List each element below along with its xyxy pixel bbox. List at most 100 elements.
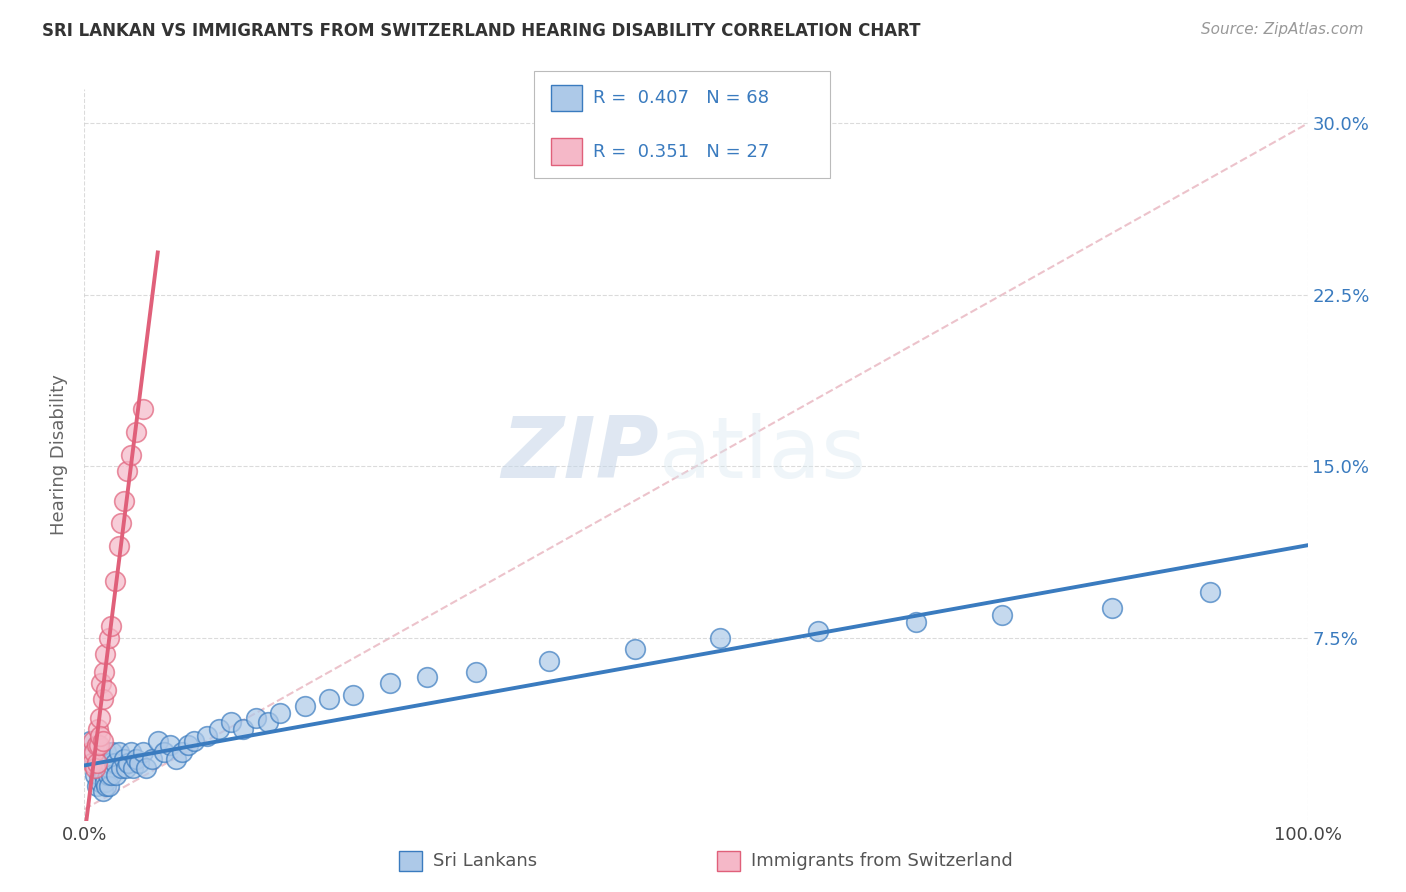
Point — [93, 768, 115, 782]
Point — [96, 683, 118, 698]
Point — [86, 756, 108, 771]
Point — [79, 733, 101, 747]
Point — [624, 642, 647, 657]
Text: Immigrants from Switzerland: Immigrants from Switzerland — [751, 852, 1012, 870]
Point — [112, 493, 135, 508]
Text: SRI LANKAN VS IMMIGRANTS FROM SWITZERLAND HEARING DISABILITY CORRELATION CHART: SRI LANKAN VS IMMIGRANTS FROM SWITZERLAN… — [42, 22, 921, 40]
Point — [195, 729, 218, 743]
Point — [86, 738, 108, 752]
Point — [104, 756, 127, 771]
Point — [132, 402, 155, 417]
Point — [1198, 585, 1220, 599]
Text: Source: ZipAtlas.com: Source: ZipAtlas.com — [1201, 22, 1364, 37]
Point — [128, 756, 150, 771]
Text: R =  0.407   N = 68: R = 0.407 N = 68 — [593, 89, 769, 107]
Point — [89, 774, 111, 789]
Point — [84, 761, 107, 775]
Point — [94, 756, 117, 771]
Point — [97, 631, 120, 645]
Point — [807, 624, 830, 638]
Point — [1101, 601, 1123, 615]
Point — [112, 752, 135, 766]
Point — [91, 784, 114, 798]
Point — [165, 752, 187, 766]
Point — [120, 448, 142, 462]
Text: R =  0.351   N = 27: R = 0.351 N = 27 — [593, 143, 769, 161]
Point — [100, 768, 122, 782]
Point — [94, 647, 117, 661]
Point — [991, 607, 1014, 622]
Point — [97, 761, 120, 775]
Point — [177, 738, 200, 752]
Text: Sri Lankans: Sri Lankans — [433, 852, 537, 870]
Point — [84, 768, 107, 782]
Point — [91, 733, 114, 747]
Point — [146, 733, 169, 747]
Point — [257, 715, 280, 730]
Point — [89, 745, 111, 759]
Point — [245, 711, 267, 725]
Point — [104, 574, 127, 588]
Point — [80, 756, 103, 771]
Point — [96, 780, 118, 794]
Point — [97, 780, 120, 794]
Text: atlas: atlas — [659, 413, 868, 497]
Point — [141, 752, 163, 766]
Point — [125, 752, 148, 766]
Point — [86, 780, 108, 794]
Point — [115, 464, 138, 478]
Point — [232, 723, 254, 737]
Point — [97, 768, 120, 782]
Point — [122, 761, 145, 775]
Point — [269, 706, 291, 721]
Point — [159, 738, 181, 752]
Point — [91, 692, 114, 706]
Point — [101, 745, 124, 759]
Point — [98, 756, 121, 771]
Point — [380, 676, 402, 690]
Point — [87, 752, 110, 766]
Point — [82, 733, 104, 747]
Point — [93, 665, 115, 679]
Point — [86, 738, 108, 752]
Point — [219, 715, 242, 730]
Point — [94, 774, 117, 789]
Point — [538, 654, 561, 668]
Point — [89, 729, 111, 743]
Point — [905, 615, 928, 629]
Point — [416, 670, 439, 684]
Point — [342, 688, 364, 702]
Point — [110, 516, 132, 531]
Point — [79, 745, 101, 759]
Point — [91, 761, 114, 775]
Point — [83, 756, 105, 771]
Point — [105, 768, 128, 782]
Point — [318, 692, 340, 706]
Point — [172, 745, 194, 759]
Point — [294, 699, 316, 714]
Point — [90, 676, 112, 690]
Point — [89, 711, 111, 725]
Point — [87, 723, 110, 737]
Point — [93, 752, 115, 766]
Point — [96, 745, 118, 759]
Point — [208, 723, 231, 737]
Point — [110, 761, 132, 775]
Point — [153, 745, 176, 759]
Point — [87, 738, 110, 752]
Point — [100, 619, 122, 633]
Point — [83, 745, 105, 759]
Point — [120, 745, 142, 759]
Text: ZIP: ZIP — [502, 413, 659, 497]
Point — [183, 733, 205, 747]
Point — [115, 761, 138, 775]
Point — [709, 631, 731, 645]
Point — [464, 665, 486, 679]
Point — [135, 761, 157, 775]
Point — [132, 745, 155, 759]
Point — [87, 768, 110, 782]
Point — [107, 539, 129, 553]
Y-axis label: Hearing Disability: Hearing Disability — [51, 375, 69, 535]
Point — [125, 425, 148, 439]
Point — [107, 745, 129, 759]
